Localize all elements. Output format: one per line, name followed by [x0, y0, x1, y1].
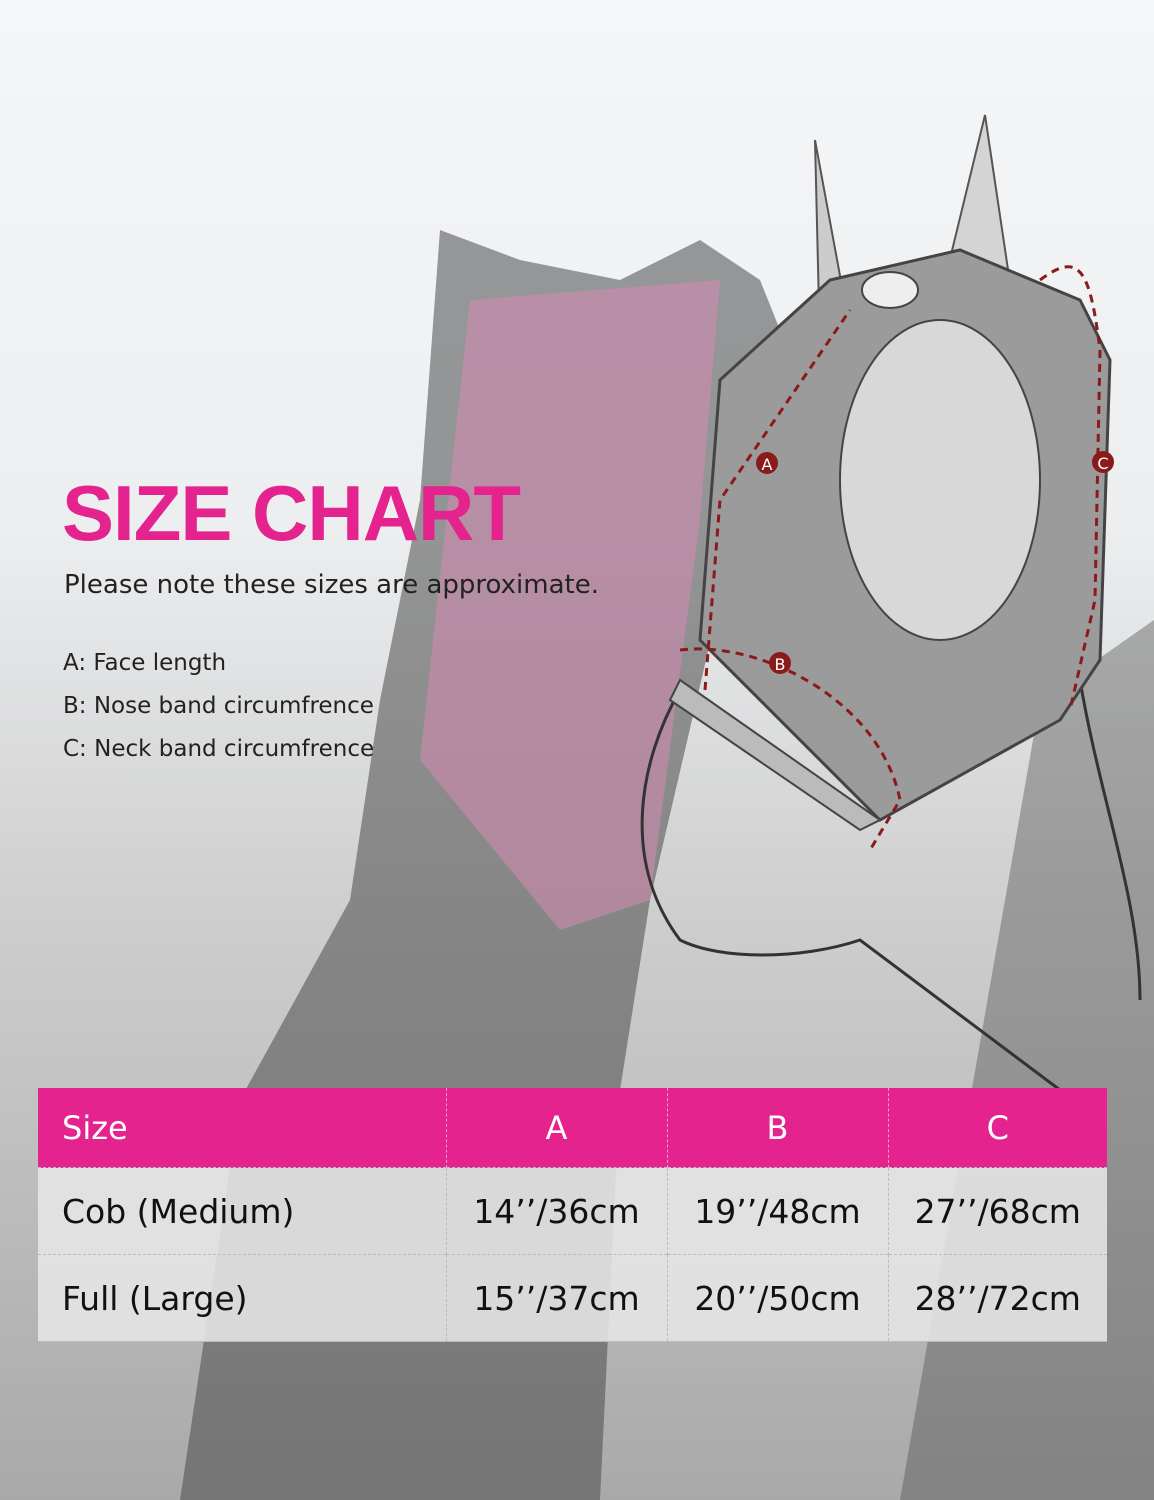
marker-b: B	[769, 652, 791, 674]
fly-mask-illustration: A B C	[640, 114, 1142, 1092]
cell-c: 28’’/72cm	[887, 1254, 1107, 1342]
cell-a: 14’’/36cm	[445, 1167, 667, 1255]
page-title: SIZE CHART	[62, 469, 521, 557]
marker-c: C	[1092, 451, 1114, 473]
cell-a: 15’’/37cm	[445, 1254, 667, 1342]
cell-c: 27’’/68cm	[887, 1167, 1107, 1255]
svg-text:C: C	[1097, 454, 1108, 473]
cell-b: 20’’/50cm	[666, 1254, 888, 1342]
header-a: A	[445, 1088, 667, 1168]
header-c: C	[887, 1088, 1107, 1168]
cell-size: Full (Large)	[38, 1254, 446, 1342]
table-header-row: Size A B C	[38, 1088, 1107, 1168]
legend-item-a: A: Face length	[63, 650, 227, 676]
legend-item-c: C: Neck band circumfrence	[63, 736, 375, 762]
measurement-legend: A: Face length B: Nose band circumfrence…	[63, 642, 374, 771]
approximate-note: Please note these sizes are approximate.	[64, 570, 599, 600]
cell-b: 19’’/48cm	[666, 1167, 888, 1255]
table-row: Cob (Medium) 14’’/36cm 19’’/48cm 27’’/68…	[38, 1167, 1107, 1255]
legend-item-b: B: Nose band circumfrence	[63, 693, 374, 719]
table-row: Full (Large) 15’’/37cm 20’’/50cm 28’’/72…	[38, 1254, 1107, 1342]
svg-text:A: A	[762, 455, 773, 474]
size-table: Size A B C Cob (Medium) 14’’/36cm 19’’/4…	[38, 1088, 1107, 1342]
header-b: B	[666, 1088, 888, 1168]
svg-text:B: B	[775, 655, 786, 674]
header-size: Size	[38, 1088, 446, 1168]
marker-a: A	[756, 452, 778, 474]
cell-size: Cob (Medium)	[38, 1167, 446, 1255]
